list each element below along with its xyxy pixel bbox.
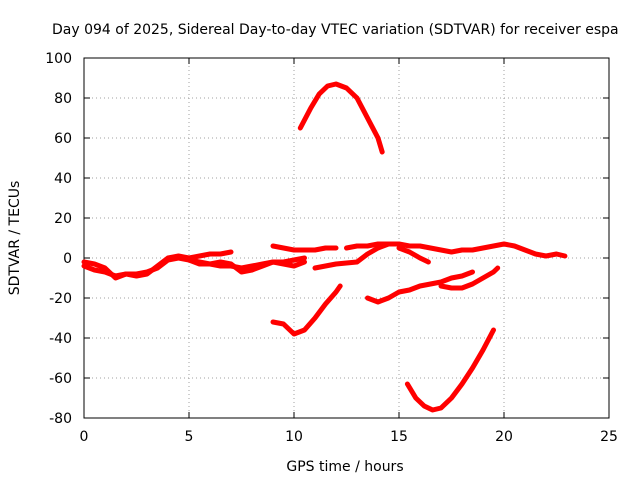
- series-arc-6: [312, 241, 391, 271]
- y-tick-label: 100: [45, 51, 72, 67]
- series-arc-2: [81, 249, 234, 281]
- y-axis-ticks: -80 -60 -40 -20 0 20 40 60 80 100: [45, 51, 609, 427]
- series-arc-7: [344, 241, 568, 259]
- x-axis-ticks: 0 5 10 15 20 25: [80, 58, 618, 445]
- y-tick-label: 0: [63, 251, 72, 267]
- x-axis-label: GPS time / hours: [286, 459, 403, 475]
- y-tick-label: 80: [54, 91, 72, 107]
- data-series: [81, 81, 568, 413]
- series-arc-5: [297, 81, 385, 155]
- y-tick-label: 60: [54, 131, 72, 147]
- y-tick-label: -40: [49, 331, 72, 347]
- series-arc-4: [270, 243, 339, 253]
- series-arc-9: [270, 283, 343, 337]
- grid-lines: [84, 58, 609, 418]
- series-arc-11: [438, 265, 501, 291]
- x-tick-label: 15: [390, 429, 408, 445]
- x-tick-label: 10: [285, 429, 303, 445]
- series-arc-3: [186, 257, 307, 275]
- y-tick-label: 40: [54, 171, 72, 187]
- series-arc-10: [365, 269, 475, 305]
- y-tick-label: -80: [49, 411, 72, 427]
- y-tick-label: -20: [49, 291, 72, 307]
- series-arc-12: [404, 327, 496, 413]
- chart-title: Day 094 of 2025, Sidereal Day-to-day VTE…: [52, 22, 619, 38]
- y-axis-label: SDTVAR / TECUs: [7, 181, 23, 296]
- plot-frame: [83, 57, 610, 419]
- x-tick-label: 25: [600, 429, 618, 445]
- x-tick-label: 0: [80, 429, 89, 445]
- y-tick-label: -60: [49, 371, 72, 387]
- y-tick-label: 20: [54, 211, 72, 227]
- x-tick-label: 5: [185, 429, 194, 445]
- x-tick-label: 20: [495, 429, 513, 445]
- series-arc-8: [396, 245, 431, 265]
